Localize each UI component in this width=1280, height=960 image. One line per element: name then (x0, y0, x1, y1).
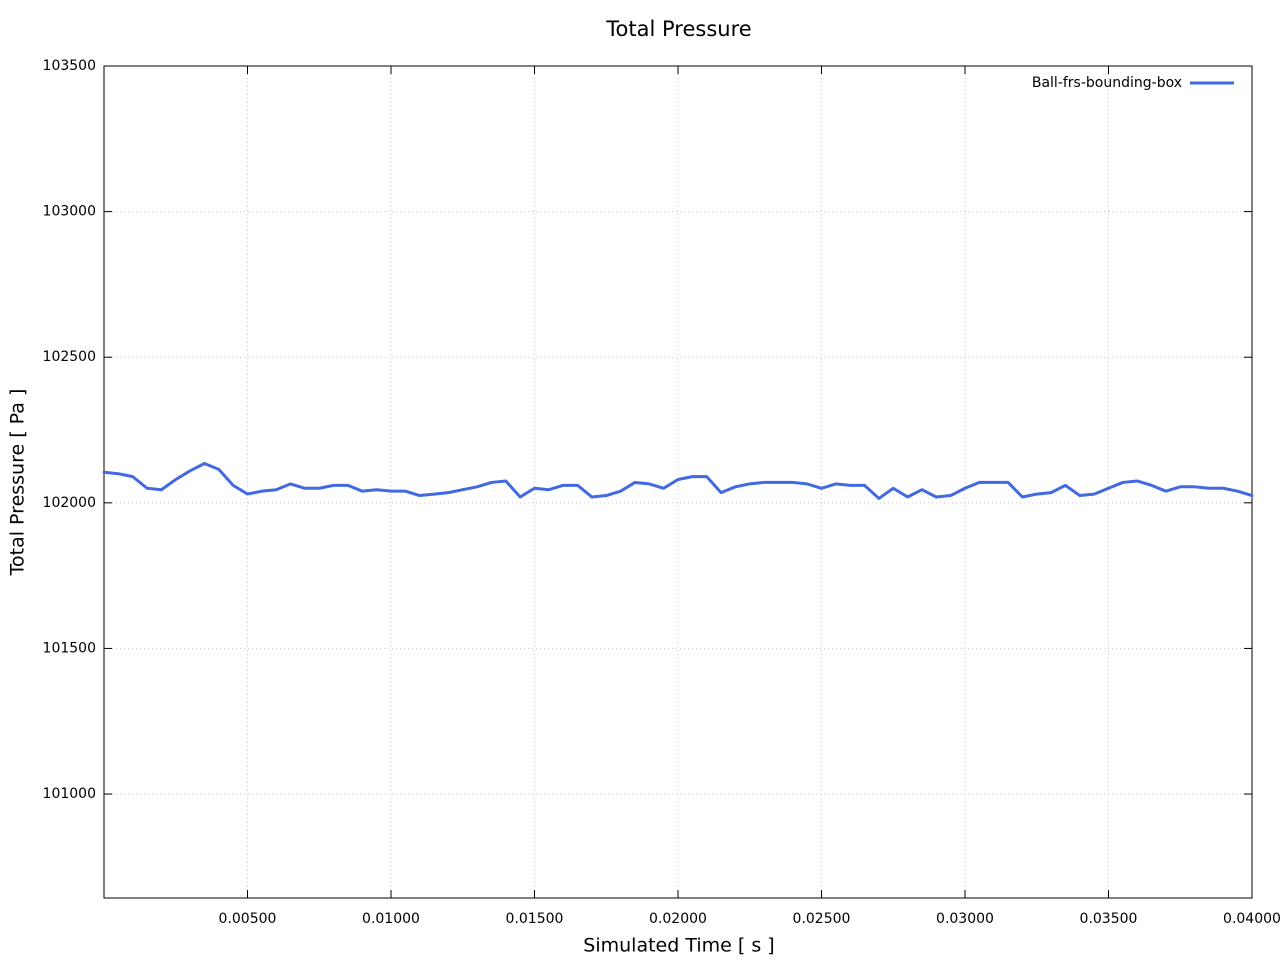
x-axis-label: Simulated Time [ s ] (583, 935, 774, 957)
legend-label: Ball-frs-bounding-box (1032, 75, 1182, 91)
y-tick-label: 101000 (43, 786, 96, 802)
chart-title: Total Pressure (605, 17, 751, 41)
x-tick-label: 0.01000 (362, 911, 420, 927)
x-tick-label: 0.02000 (649, 911, 707, 927)
y-axis-label: Total Pressure [ Pa ] (7, 389, 29, 577)
y-tick-label: 103000 (43, 204, 96, 220)
x-tick-label: 0.03000 (936, 911, 994, 927)
x-tick-label: 0.00500 (219, 911, 277, 927)
y-tick-label: 102500 (43, 349, 96, 365)
data-line (102, 462, 1254, 500)
x-tick-label: 0.02500 (793, 911, 851, 927)
y-tick-label: 101500 (43, 640, 96, 656)
y-tick-label: 102000 (43, 495, 96, 511)
plot-frame (103, 65, 1253, 899)
x-tick-label: 0.03500 (1080, 911, 1138, 927)
y-tick-label: 103500 (43, 58, 96, 74)
x-tick-label: 0.01500 (506, 911, 564, 927)
x-tick-label: 0.04000 (1223, 911, 1280, 927)
